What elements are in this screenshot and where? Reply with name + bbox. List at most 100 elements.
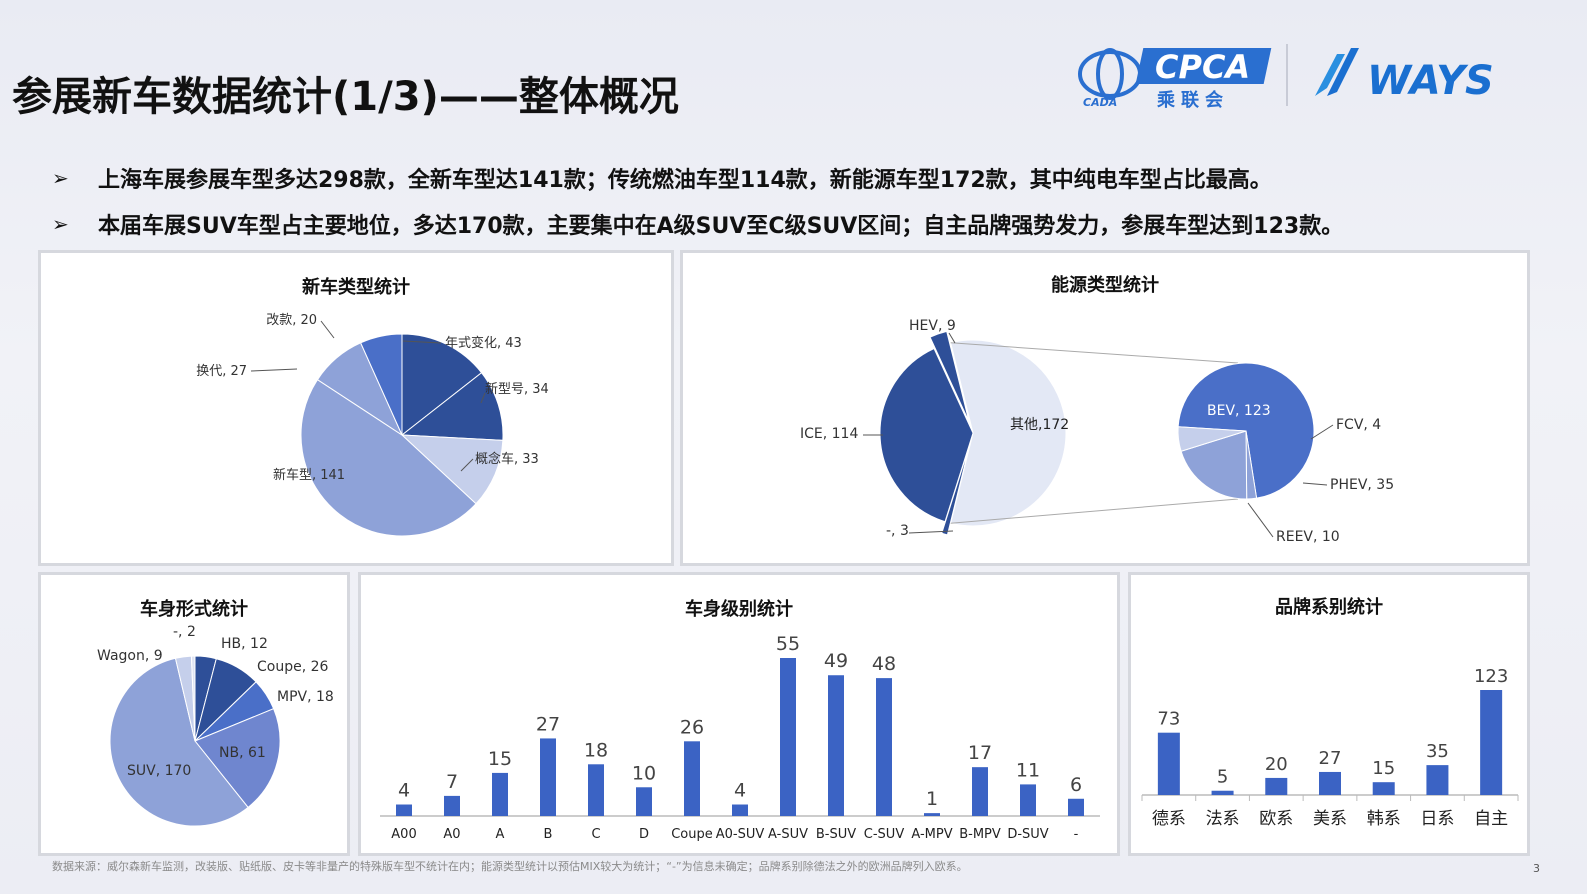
- summary-bullets: ➢ 上海车展参展车型多达298款，全新车型达141款；传统燃油车型114款，新能…: [52, 155, 1552, 247]
- data-label: HB, 12: [221, 636, 268, 652]
- bar: [636, 787, 652, 816]
- category-tick-label: 美系: [1313, 809, 1347, 829]
- chart-title: 车身级别统计: [685, 599, 793, 620]
- energy-type-pie: HEV, 9 其他,172 -, 3 ICE, 114 BEV, 123 FCV, 4 PH…: [800, 318, 1394, 545]
- pie-slice: [401, 333, 483, 437]
- bar: [588, 764, 604, 816]
- data-label: 新型号, 34: [485, 381, 549, 397]
- category-tick-label: C-SUV: [864, 827, 905, 842]
- data-label: NB, 61: [219, 745, 266, 761]
- bar: [732, 804, 748, 816]
- bar: [1157, 732, 1180, 795]
- bar-value-label: 73: [1157, 709, 1180, 730]
- ways-logo: WAYS: [1315, 48, 1494, 104]
- category-tick-label: C: [591, 827, 600, 842]
- bar-value-label: 1: [926, 788, 938, 810]
- page-title: 参展新车数据统计(1/3)——整体概况: [12, 74, 679, 120]
- pie-slice: [929, 330, 970, 422]
- bar: [684, 741, 700, 816]
- data-label: FCV, 4: [1336, 417, 1381, 433]
- bar: [540, 738, 556, 816]
- leader-line: [480, 392, 486, 404]
- bar-value-label: 4: [398, 780, 410, 802]
- category-tick-label: B-MPV: [959, 827, 1001, 842]
- category-tick-label: 自主: [1474, 809, 1508, 829]
- bar: [1426, 765, 1449, 795]
- pie-slice: [194, 708, 281, 809]
- category-tick-label: A0: [443, 827, 460, 842]
- ways-logo-text: WAYS: [1367, 58, 1494, 104]
- data-label: 年式变化, 43: [445, 335, 522, 351]
- data-label: MPV, 18: [277, 689, 334, 705]
- data-label: 改款, 20: [266, 313, 317, 328]
- bar: [1319, 771, 1341, 795]
- category-tick-label: Coupe: [671, 827, 713, 842]
- bar-value-label: 6: [1070, 774, 1082, 796]
- bullet-item: ➢ 上海车展参展车型多达298款，全新车型达141款；传统燃油车型114款，新能…: [52, 155, 1552, 201]
- chart-title: 新车类型统计: [302, 277, 410, 298]
- chart-title: 品牌系别统计: [1275, 597, 1383, 618]
- body-style-panel: 车身形式统计 HB, 12 Coupe, 26 MPV, 18 NB, 61 SUV, …: [38, 572, 350, 856]
- category-tick-label: B-SUV: [816, 827, 856, 842]
- category-tick-label: A-MPV: [911, 827, 952, 842]
- data-label: 其他,172: [1010, 417, 1069, 433]
- category-tick-label: D: [639, 827, 649, 842]
- bar-value-label: 27: [1319, 748, 1342, 769]
- bar-value-label: 35: [1426, 741, 1449, 762]
- leader-line: [1302, 482, 1328, 486]
- connector-line: [950, 342, 1239, 364]
- category-tick-label: D-SUV: [1007, 827, 1048, 842]
- bar: [444, 795, 460, 816]
- pie-slice: [1180, 430, 1248, 500]
- bar-value-label: 18: [584, 739, 608, 761]
- bullet-text: 本届车展SUV车型占主要地位，多达170款，主要集中在A级SUV至C级SUV区间…: [98, 214, 1344, 239]
- bar-value-label: 48: [872, 653, 896, 675]
- pie-slice: [400, 372, 504, 441]
- bar: [972, 767, 988, 816]
- pie-slice: [879, 347, 974, 523]
- cada-logo: CADA: [1078, 48, 1142, 109]
- bar: [1020, 784, 1036, 816]
- bar: [492, 772, 508, 816]
- cada-logo-text: CADA: [1083, 96, 1117, 109]
- bar-value-label: 11: [1016, 759, 1040, 781]
- category-tick-label: 德系: [1152, 809, 1186, 829]
- data-label: 新车型, 141: [273, 467, 345, 483]
- bar-value-label: 49: [824, 650, 848, 672]
- bar-value-label: 27: [536, 713, 560, 735]
- data-label: SUV, 170: [127, 763, 191, 779]
- cpca-logo-text: CPCA: [1155, 48, 1250, 86]
- leader-line: [402, 340, 442, 344]
- data-label: 换代, 27: [196, 364, 247, 379]
- bar: [1211, 790, 1234, 795]
- pie-slice: [1177, 426, 1247, 452]
- bar-value-label: 15: [1372, 758, 1395, 779]
- bar-value-label: 5: [1217, 767, 1228, 788]
- category-tick-label: 韩系: [1367, 809, 1401, 829]
- bar: [828, 675, 844, 816]
- pie-slice: [109, 657, 249, 827]
- leader-line: [460, 458, 474, 472]
- category-tick-label: 法系: [1206, 809, 1240, 829]
- category-tick-label: A: [496, 827, 505, 842]
- bar: [396, 804, 412, 816]
- body-class-panel: 车身级别统计 4 A00 7 A0 15 A 27 B 18 C 10 D 26 Coupe 4 A0-SUV…: [358, 572, 1120, 856]
- leader-line: [908, 530, 954, 534]
- chart-title: 能源类型统计: [1051, 275, 1159, 296]
- bar-value-label: 20: [1265, 754, 1288, 775]
- data-label: Wagon, 9: [97, 648, 163, 664]
- chart-title: 车身形式统计: [140, 599, 248, 620]
- logo-group: CADA CPCA 乘联会 WAYS: [1078, 44, 1494, 111]
- cpca-logo: CPCA 乘联会: [1135, 48, 1272, 111]
- brand-origin-panel: 品牌系别统计 73 德系 5 法系 20 欧系 27 美系 15 韩系 35 日系 123 自主: [1128, 572, 1530, 856]
- bar: [1372, 782, 1395, 795]
- pie-slice: [400, 434, 504, 505]
- category-tick-label: 欧系: [1259, 809, 1293, 829]
- category-tick-label: B: [544, 827, 553, 842]
- bullet-arrow-icon: ➢: [52, 212, 69, 236]
- pie-slice: [190, 655, 196, 742]
- brand-origin-bar-chart: 73 德系 5 法系 20 欧系 27 美系 15 韩系 35 日系 123 自主: [1141, 666, 1519, 829]
- data-label: ICE, 114: [800, 426, 858, 442]
- leader-line: [320, 320, 335, 339]
- body-class-bar-chart: 4 A00 7 A0 15 A 27 B 18 C 10 D 26 Coupe 4 A0-SUV 55 A-SUV…: [380, 633, 1100, 842]
